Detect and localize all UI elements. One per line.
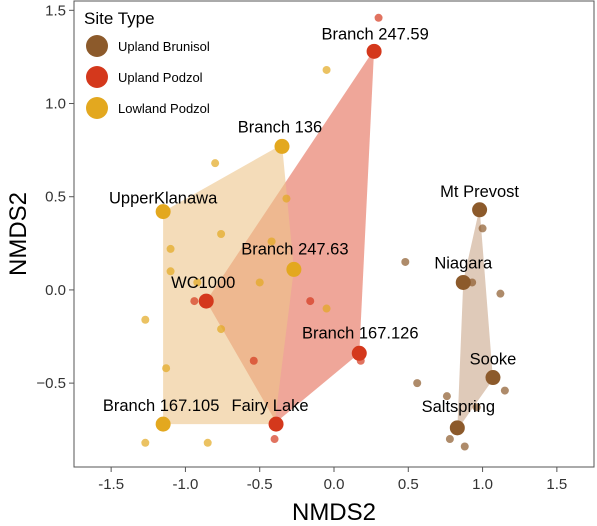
- sample-point-upland-brunisol: [413, 379, 422, 388]
- centroid-sooke: [485, 370, 501, 386]
- legend-key-upland-brunisol: [86, 35, 108, 57]
- legend-key-lowland-podzol: [86, 97, 108, 119]
- x-axis-title: NMDS2: [292, 499, 376, 526]
- label-wc1000: WC1000: [171, 274, 235, 292]
- sample-point-lowland-podzol: [162, 364, 171, 373]
- sample-point-lowland-podzol: [322, 304, 331, 313]
- sample-point-lowland-podzol: [322, 65, 331, 74]
- centroid-branch-167-126: [351, 345, 367, 361]
- sample-point-upland-podzol: [190, 297, 199, 306]
- x-axis-ticks: -1.5 -1.0 -0.5 0.0 0.5 1.0 1.5: [98, 467, 567, 493]
- label-fairy-lake: Fairy Lake: [232, 397, 309, 415]
- sample-point-upland-brunisol: [445, 435, 454, 444]
- x-tick-label: -0.5: [247, 476, 273, 493]
- y-axis-title: NMDS2: [5, 192, 32, 276]
- x-tick-label: 0.0: [324, 476, 345, 493]
- label-branch-167-105: Branch 167.105: [103, 397, 220, 415]
- sample-point-upland-podzol: [306, 297, 315, 306]
- centroid-branch-167-105: [155, 416, 171, 432]
- sample-point-lowland-podzol: [141, 438, 150, 447]
- centroid-mt-prevost: [472, 202, 488, 218]
- x-tick-label: -1.0: [172, 476, 198, 493]
- y-tick-label: 0.5: [45, 189, 66, 206]
- site-type-hulls: [163, 49, 493, 430]
- site-labels: Mt Prevost Niagara Sooke Saltspring Branch 2…: [103, 25, 520, 416]
- centroid-branch-247-63: [286, 261, 302, 277]
- centroid-branch-247-59: [366, 43, 382, 59]
- sample-point-lowland-podzol: [203, 438, 212, 447]
- label-niagara: Niagara: [434, 254, 493, 272]
- y-axis-ticks: −0.5 0.0 0.5 1.0 1.5: [36, 2, 74, 392]
- x-tick-label: 0.5: [398, 476, 419, 493]
- legend: Site Type Upland Brunisol Upland Podzol …: [84, 9, 210, 119]
- centroid-niagara: [455, 274, 471, 290]
- sample-point-lowland-podzol: [217, 230, 226, 238]
- label-branch-136: Branch 136: [238, 118, 322, 136]
- sample-point-lowland-podzol: [282, 194, 291, 203]
- y-tick-label: 1.5: [45, 2, 66, 19]
- hull-lowland-podzol: [163, 144, 294, 425]
- legend-label-upland-podzol: Upland Podzol: [118, 70, 203, 85]
- centroid-upperklanawa: [155, 204, 171, 220]
- sample-point-upland-brunisol: [500, 386, 509, 395]
- sample-point-lowland-podzol: [255, 278, 264, 287]
- x-tick-label: -1.5: [98, 476, 124, 493]
- label-saltspring: Saltspring: [422, 398, 495, 416]
- label-mt-prevost: Mt Prevost: [440, 183, 519, 201]
- sample-point-upland-brunisol: [472, 403, 481, 412]
- sample-point-upland-podzol: [249, 356, 258, 365]
- sample-point-lowland-podzol: [217, 325, 226, 334]
- sample-point-upland-brunisol: [460, 442, 469, 451]
- x-tick-label: 1.5: [546, 476, 567, 493]
- legend-key-upland-podzol: [86, 66, 108, 88]
- sample-point-upland-brunisol: [442, 392, 451, 401]
- label-branch-167-126: Branch 167.126: [302, 324, 419, 342]
- centroid-fairy-lake: [268, 416, 284, 432]
- hull-upland-brunisol: [457, 207, 493, 430]
- sample-point-lowland-podzol: [267, 237, 276, 246]
- sample-point-upland-brunisol: [401, 257, 410, 266]
- sample-point-upland-brunisol: [478, 224, 487, 233]
- centroid-wc1000: [198, 293, 214, 309]
- site-centroids: [155, 43, 501, 436]
- label-branch-247-59: Branch 247.59: [321, 25, 428, 43]
- y-tick-label: 1.0: [45, 96, 66, 113]
- sample-point-lowland-podzol: [141, 315, 150, 324]
- sample-point-upland-podzol: [270, 435, 279, 444]
- legend-label-upland-brunisol: Upland Brunisol: [118, 39, 210, 54]
- sample-point-lowland-podzol: [166, 244, 175, 253]
- sample-point-lowland-podzol: [211, 159, 220, 168]
- y-tick-label: −0.5: [36, 375, 66, 392]
- sample-point-upland-brunisol: [496, 289, 505, 298]
- sample-points: [141, 13, 509, 451]
- label-upperklanawa: UpperKlanawa: [109, 190, 218, 208]
- centroid-saltspring: [449, 420, 465, 436]
- legend-label-lowland-podzol: Lowland Podzol: [118, 101, 210, 116]
- label-branch-247-63: Branch 247.63: [241, 240, 348, 258]
- sample-point-lowland-podzol: [193, 278, 202, 287]
- y-tick-label: 0.0: [45, 282, 66, 299]
- sample-point-upland-podzol: [374, 13, 383, 22]
- sample-point-lowland-podzol: [166, 267, 175, 276]
- x-tick-label: 1.0: [472, 476, 493, 493]
- legend-title: Site Type: [84, 9, 155, 28]
- label-sooke: Sooke: [470, 351, 517, 369]
- centroid-branch-136: [274, 138, 290, 154]
